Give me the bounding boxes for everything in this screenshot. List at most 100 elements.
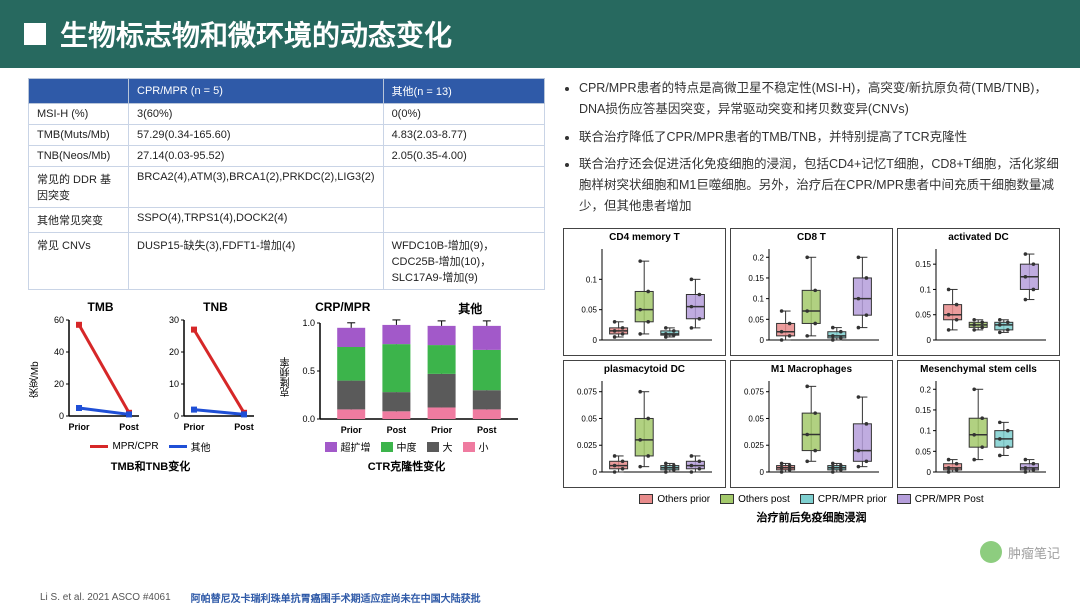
svg-text:0.05: 0.05 [915,310,931,319]
svg-text:0.5: 0.5 [302,366,315,376]
svg-text:Post: Post [477,425,497,435]
bullet-item: CPR/MPR患者的特点是高微卫星不稳定性(MSI-H)，高突变/新抗原负荷(T… [579,78,1060,121]
svg-text:0.1: 0.1 [920,285,932,294]
svg-text:0.05: 0.05 [581,305,597,314]
bullet-item: 联合治疗还会促进活化免疫细胞的浸润，包括CD4+记忆T细胞，CD8+T细胞，活化… [579,154,1060,218]
svg-text:Prior: Prior [68,422,90,432]
table-row: MSI-H (%)3(60%)0(0%) [29,104,545,125]
legend-item: Others prior [639,494,710,505]
legend-item: CPR/MPR prior [800,494,887,505]
approval-note: 阿帕替尼及卡瑞利珠单抗胃癌围手术期适应症尚未在中国大陆获批 [191,590,481,605]
stacked-title-right: 其他 [407,300,535,317]
legend-item: 其他 [169,439,211,454]
boxplot-title: CD4 memory T [566,232,723,243]
svg-text:20: 20 [169,347,179,357]
svg-text:Prior: Prior [183,422,205,432]
svg-text:Prior: Prior [341,425,363,435]
table-header: CPR/MPR (n = 5) [129,79,384,104]
svg-text:60: 60 [54,315,64,325]
legend-item: MPR/CPR [90,441,158,452]
slide-header: 生物标志物和微环境的动态变化 [0,0,1080,68]
svg-text:0: 0 [59,411,64,421]
legend-item: 中度 [381,439,417,454]
legend-item: 大 [427,439,453,454]
bullet-list: CPR/MPR患者的特点是高微卫星不稳定性(MSI-H)，高突变/新抗原负荷(T… [563,78,1060,218]
boxplot-chart: 0 0.05 0.1 0.15 [900,243,1052,348]
table-header [29,79,129,104]
svg-text:0.1: 0.1 [586,275,598,284]
boxplot-title: activated DC [900,232,1057,243]
biomarker-table: CPR/MPR (n = 5)其他(n = 13) MSI-H (%)3(60%… [28,78,545,290]
boxplot-grid: CD4 memory T00.050.1CD8 T00.050.10.150.2… [563,228,1060,488]
svg-text:0.05: 0.05 [581,414,597,423]
svg-text:40: 40 [54,347,64,357]
boxplot-panel: CD4 memory T 0 0.05 0.1 [563,228,726,356]
boxplot-chart: 00.0250.050.075 [733,375,885,480]
svg-text:0.2: 0.2 [920,385,932,394]
svg-text:0.15: 0.15 [915,405,931,414]
table-row: TMB(Muts/Mb)57.29(0.34-165.60)4.83(2.03-… [29,125,545,146]
svg-text:Post: Post [387,425,407,435]
table-row: 其他常见突变SSPO(4),TRPS1(4),DOCK2(4) [29,208,545,233]
legend-item: Others post [720,494,790,505]
line-chart-title: TNB [158,300,273,314]
boxplot-legend: Others prior Others post CPR/MPR prior CPR/… [563,494,1060,505]
bullet-item: 联合治疗降低了CPR/MPR患者的TMB/TNB，并特别提高了TCR克隆性 [579,127,1060,148]
boxplot-panel: M1 Macrophages00.0250.050.075 [730,360,893,488]
slide-title: 生物标志物和微环境的动态变化 [60,14,452,54]
svg-text:20: 20 [54,379,64,389]
stacked-chart: 0.0 0.5 1.0 Prior Post Prior Post [294,317,524,437]
svg-text:30: 30 [169,315,179,325]
svg-text:0: 0 [927,336,932,345]
svg-text:0: 0 [760,336,765,345]
svg-text:0.05: 0.05 [748,414,764,423]
boxplot-chart: 00.0250.050.075 [566,375,718,480]
stacked-title-left: CRP/MPR [279,300,407,317]
svg-text:0: 0 [592,336,597,345]
boxplot-title: Mesenchymal stem cells [900,364,1057,375]
table-row: TNB(Neos/Mb)27.14(0.03-95.52)2.05(0.35-4… [29,146,545,167]
boxplot-title: plasmacytoid DC [566,364,723,375]
svg-text:0.0: 0.0 [302,414,315,424]
svg-text:0.15: 0.15 [915,260,931,269]
stacked-ylabel: 克隆频率 [279,317,294,437]
svg-text:0: 0 [760,468,765,477]
svg-text:Post: Post [234,422,254,432]
boxplot-panel: Mesenchymal stem cells 0 0.05 0.1 0.15 0.2 [897,360,1060,488]
legend-item: 超扩增 [325,439,371,454]
svg-text:0.025: 0.025 [577,441,598,450]
boxplot-title: M1 Macrophages [733,364,890,375]
svg-text:0.2: 0.2 [753,253,765,262]
legend-item: 小 [463,439,489,454]
boxplot-chart: 0 0.05 0.1 0.15 0.2 [733,243,885,348]
wechat-icon [980,541,1002,563]
svg-text:1.0: 1.0 [302,318,315,328]
svg-text:0.05: 0.05 [748,315,764,324]
svg-text:0.05: 0.05 [915,447,931,456]
svg-text:0.075: 0.075 [577,387,598,396]
header-square-icon [24,23,46,45]
boxplot-chart: 0 0.05 0.1 0.15 0.2 [900,375,1052,480]
table-row: 常见的 DDR 基因突变BRCA2(4),ATM(3),BRCA1(2),PRK… [29,167,545,208]
stacked-caption: CTR克隆性变化 [279,458,534,474]
svg-text:10: 10 [169,379,179,389]
boxplot-panel: CD8 T00.050.10.150.2 [730,228,893,356]
line-ylabel: 突变/Mb [28,300,43,439]
line-chart: 0 10 20 30 Prior Post [158,314,258,434]
legend-item: CPR/MPR Post [897,494,984,505]
line-chart: 0204060PriorPost [43,314,143,434]
svg-text:Prior: Prior [431,425,453,435]
watermark-text: 肿瘤笔记 [1008,543,1060,562]
svg-text:0: 0 [927,468,932,477]
boxplot-chart: 0 0.05 0.1 [566,243,718,348]
line-chart-title: TMB [43,300,158,314]
svg-text:0.075: 0.075 [744,387,765,396]
boxplot-caption: 治疗前后免疫细胞浸润 [563,509,1060,525]
svg-text:0.1: 0.1 [920,426,932,435]
svg-text:0: 0 [174,411,179,421]
svg-text:0.1: 0.1 [753,294,765,303]
svg-text:0.15: 0.15 [748,273,764,282]
boxplot-panel: plasmacytoid DC00.0250.050.075 [563,360,726,488]
citation: Li S. et al. 2021 ASCO #4061 [40,592,171,603]
table-row: 常见 CNVsDUSP15-缺失(3),FDFT1-增加(4)WFDC10B-增… [29,233,545,290]
